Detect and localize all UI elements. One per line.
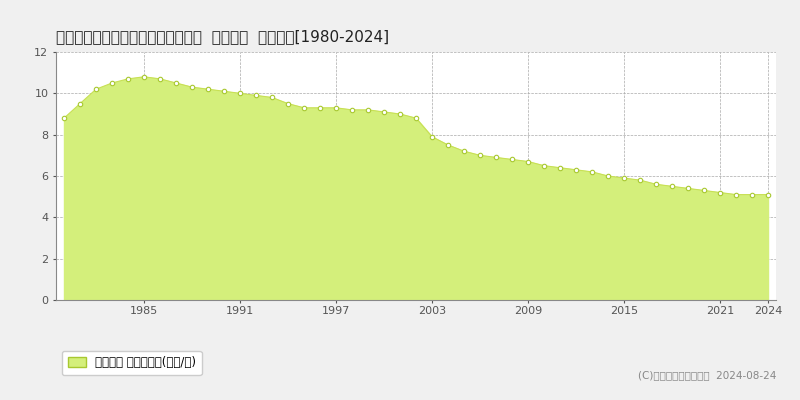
Title: 北海道登別市常盤町１丁目３１番２  地価公示  地価推移[1980-2024]: 北海道登別市常盤町１丁目３１番２ 地価公示 地価推移[1980-2024] (56, 29, 389, 44)
Text: (C)土地価格ドットコム  2024-08-24: (C)土地価格ドットコム 2024-08-24 (638, 370, 776, 380)
Legend: 地価公示 平均坪単価(万円/坪): 地価公示 平均坪単価(万円/坪) (62, 350, 202, 375)
